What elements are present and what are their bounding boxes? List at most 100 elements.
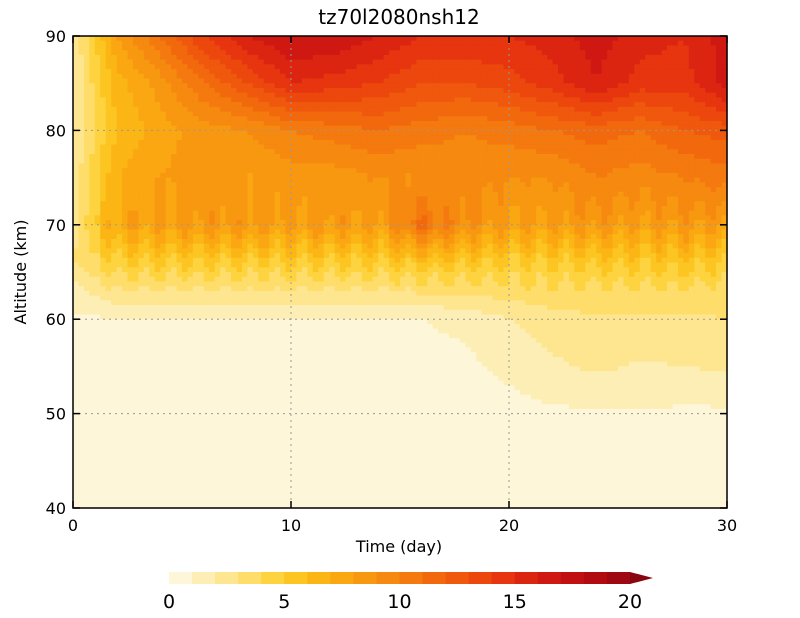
heatmap-cell [372,59,379,65]
heatmap-cell [132,196,139,202]
heatmap-cell [438,116,445,122]
heatmap-cell [547,196,554,202]
heatmap-cell [192,130,199,136]
heatmap-cell [73,210,80,216]
heatmap-cell [558,78,565,84]
heatmap-cell [318,149,325,155]
heatmap-cell [710,172,717,179]
heatmap-cell [340,229,347,235]
heatmap-cell [656,50,663,56]
heatmap-cell [688,64,695,70]
heatmap-cell [634,139,641,146]
heatmap-cell [416,168,423,174]
heatmap-cell [694,205,701,212]
heatmap-cell [209,224,216,231]
heatmap-cell [694,172,701,179]
heatmap-cell [394,139,401,146]
heatmap-cell [301,168,308,174]
heatmap-cell [716,191,723,198]
heatmap-cell [574,220,581,226]
heatmap-cell [329,116,336,122]
heatmap-cell [721,40,728,47]
heatmap-cell [160,83,167,89]
heatmap-cell [334,64,341,70]
heatmap-cell [269,210,276,216]
heatmap-cell [301,64,308,70]
heatmap-cell [105,224,112,231]
heatmap-cell [296,196,303,202]
heatmap-cell [405,50,412,56]
heatmap-cell [716,187,723,193]
heatmap-cell [312,163,319,169]
heatmap-cell [563,158,570,165]
heatmap-cell [89,45,96,51]
heatmap-cell [710,36,717,42]
heatmap-cell [558,177,565,183]
heatmap-cell [198,111,205,117]
heatmap-cell [378,135,385,141]
heatmap-cell [416,158,423,165]
heatmap-cell [291,163,298,169]
heatmap-cell [503,201,510,207]
heatmap-cell [296,45,303,51]
heatmap-cell [459,220,466,226]
heatmap-cell [329,40,336,47]
heatmap-cell [340,201,347,207]
heatmap-cell [154,224,161,231]
heatmap-cell [94,144,101,150]
heatmap-cell [645,73,652,80]
heatmap-cell [122,64,129,70]
heatmap-cell [509,87,516,94]
heatmap-cell [132,36,139,42]
heatmap-cell [192,64,199,70]
heatmap-cell [269,135,276,141]
heatmap-cell [618,97,625,103]
heatmap-cell [568,54,575,61]
heatmap-cell [143,45,150,51]
heatmap-cell [612,149,619,155]
heatmap-cell [225,59,232,65]
heatmap-cell [607,163,614,169]
heatmap-cell [568,116,575,122]
heatmap-cell [171,168,178,174]
heatmap-cell [127,187,134,193]
heatmap-cell [78,116,85,122]
heatmap-cell [356,64,363,70]
heatmap-cell [400,120,407,127]
heatmap-cell [73,215,80,221]
heatmap-cell [318,144,325,150]
heatmap-cell [639,36,646,42]
heatmap-cell [694,187,701,193]
heatmap-cell [618,187,625,193]
heatmap-cell [427,172,434,179]
heatmap-cell [312,210,319,216]
heatmap-cell [699,92,706,98]
heatmap-cell [618,163,625,169]
heatmap-cell [519,97,526,103]
heatmap-cell [514,201,521,207]
heatmap-cell [416,224,423,231]
heatmap-cell [492,40,499,47]
heatmap-cell [192,149,199,155]
heatmap-cell [667,224,674,231]
heatmap-cell [574,182,581,188]
heatmap-cell [252,187,259,193]
heatmap-cell [149,73,156,80]
heatmap-cell [176,196,183,202]
heatmap-cell [438,201,445,207]
heatmap-cell [182,135,189,141]
heatmap-cell [432,102,439,108]
heatmap-cell [285,50,292,56]
heatmap-cell [503,125,510,131]
heatmap-cell [138,111,145,117]
heatmap-cell [94,36,101,42]
heatmap-cell [677,50,684,56]
heatmap-cell [280,144,287,150]
heatmap-cell [214,191,221,198]
heatmap-cell [83,78,90,84]
heatmap-cell [345,40,352,47]
heatmap-cell [552,50,559,56]
heatmap-cell [628,224,635,231]
heatmap-cell [541,139,548,146]
heatmap-cell [519,139,526,146]
